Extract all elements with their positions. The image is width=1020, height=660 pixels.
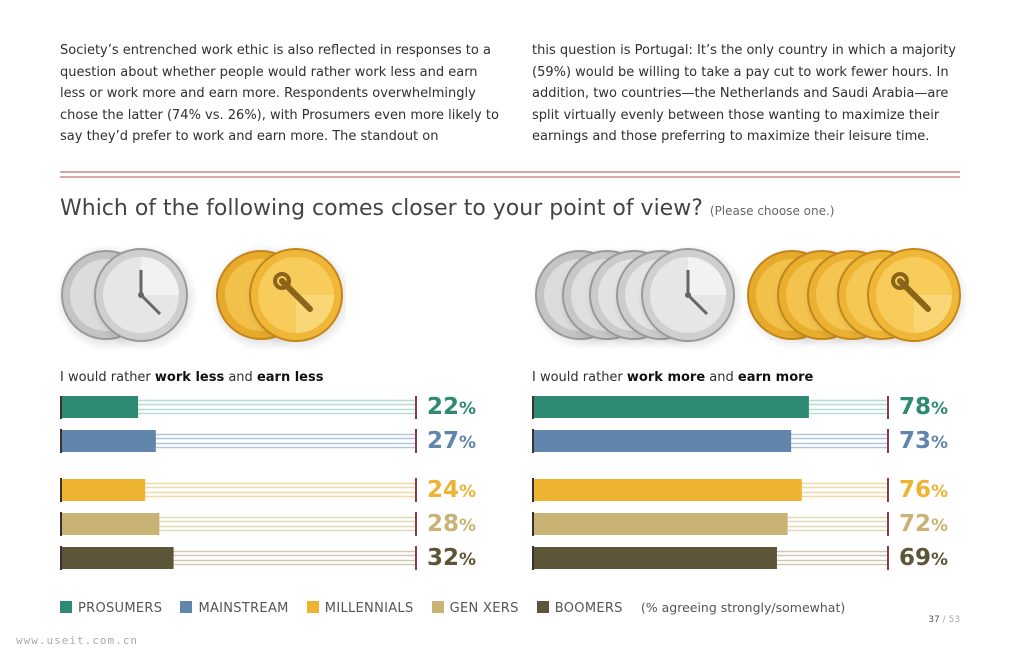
- bar-prosumers: [60, 396, 139, 418]
- divider-rule: [60, 176, 960, 178]
- bar-boomers: [532, 547, 777, 569]
- bar-start-cap: [60, 546, 62, 570]
- bar-gen-xers: [60, 513, 160, 535]
- bar-start-cap: [532, 478, 534, 502]
- bar-millennials: [60, 479, 146, 501]
- clock-coin-icon: [90, 244, 198, 350]
- value-number: 76: [899, 477, 932, 503]
- legend-item-millennials: MILLENNIALS: [306, 601, 414, 616]
- value-unit: %: [459, 550, 477, 570]
- watermark: www.useit.com.cn: [16, 634, 138, 647]
- bar-end-marker: [415, 546, 417, 570]
- intro-text-left: Society’s entrenched work ethic is also …: [60, 43, 499, 144]
- bar-end-marker: [415, 478, 417, 502]
- value-unit: %: [459, 399, 477, 419]
- clock-coins-and-wrench-coins-icon: [55, 244, 346, 350]
- value-number: 69: [899, 545, 932, 571]
- value-number: 22: [427, 394, 460, 420]
- value-number: 73: [899, 428, 932, 454]
- bar-end-marker: [887, 396, 889, 419]
- value-label-prosumers: 78%: [899, 394, 948, 422]
- question-main: Which of the following comes closer to y…: [60, 196, 703, 221]
- legend: PROSUMERS MAINSTREAM MILLENNIALS GEN XER…: [60, 600, 845, 616]
- value-label-millennials: 24%: [427, 477, 476, 505]
- clock-coins-and-wrench-coins-icon: [531, 244, 967, 350]
- legend-item-prosumers: PROSUMERS: [60, 601, 162, 616]
- value-number: 24: [427, 477, 460, 503]
- bar-chart-svg: [532, 396, 889, 570]
- bar-end-marker: [887, 429, 889, 453]
- page-number: 37 / 53: [928, 615, 960, 625]
- right-chart-label: I would rather work more and earn more: [532, 370, 814, 385]
- question-sub: (Please choose one.): [709, 204, 835, 218]
- bar-start-cap: [532, 546, 534, 570]
- legend-swatch: [431, 601, 444, 613]
- value-label-boomers: 32%: [427, 545, 476, 573]
- legend-item-boomers: BOOMERS: [536, 601, 623, 616]
- value-label-prosumers: 22%: [427, 394, 476, 422]
- bar-start-cap: [60, 396, 62, 419]
- bar-chart-svg: [60, 396, 417, 570]
- bar-millennials: [532, 479, 802, 501]
- value-unit: %: [931, 399, 949, 419]
- question-heading: Which of the following comes closer to y…: [60, 196, 835, 221]
- bar-start-cap: [532, 512, 534, 536]
- bar-mainstream: [60, 430, 156, 452]
- value-unit: %: [459, 516, 477, 536]
- value-label-mainstream: 27%: [427, 428, 476, 456]
- left-chart-label: I would rather work less and earn less: [60, 370, 324, 385]
- bar-start-cap: [532, 396, 534, 419]
- legend-swatch: [306, 601, 319, 613]
- bar-end-marker: [887, 512, 889, 536]
- value-number: 78: [899, 394, 932, 420]
- value-unit: %: [459, 482, 477, 502]
- legend-swatch: [180, 601, 193, 613]
- bar-mainstream: [532, 430, 792, 452]
- legend-note: (% agreeing strongly/somewhat): [640, 600, 846, 615]
- intro-text-right: this question is Portugal: It’s the only…: [532, 43, 956, 144]
- legend-swatch: [60, 601, 72, 613]
- work-more-bar-chart: 78% 73% 76% 72% 69%: [532, 394, 952, 581]
- value-number: 32: [427, 545, 460, 571]
- value-unit: %: [931, 516, 949, 536]
- bar-end-marker: [415, 396, 417, 419]
- legend-swatch: [536, 601, 549, 613]
- divider-rule: [60, 171, 960, 173]
- value-unit: %: [931, 482, 949, 502]
- value-unit: %: [931, 550, 949, 570]
- bar-end-marker: [887, 546, 889, 570]
- clock-coin-icon: [637, 244, 745, 350]
- bar-gen-xers: [532, 513, 788, 535]
- value-number: 72: [899, 511, 932, 537]
- value-label-mainstream: 73%: [899, 428, 948, 456]
- value-unit: %: [931, 433, 949, 453]
- bar-start-cap: [60, 429, 62, 453]
- wrench-coin-icon: [245, 244, 346, 350]
- bar-start-cap: [532, 429, 534, 453]
- value-label-boomers: 69%: [899, 545, 948, 573]
- bar-end-marker: [887, 478, 889, 502]
- bar-end-marker: [415, 429, 417, 453]
- bar-end-marker: [415, 512, 417, 536]
- bar-start-cap: [60, 478, 62, 502]
- value-number: 28: [427, 511, 460, 537]
- legend-item-gen-xers: GEN XERS: [431, 601, 519, 616]
- work-less-bar-chart: 22% 27% 24% 28% 32%: [60, 394, 480, 581]
- value-unit: %: [459, 433, 477, 453]
- value-label-gen-xers: 72%: [899, 511, 948, 539]
- bar-prosumers: [532, 396, 809, 418]
- wrench-coin-icon: [865, 246, 967, 350]
- bar-boomers: [60, 547, 174, 569]
- legend-item-mainstream: MAINSTREAM: [180, 601, 288, 616]
- value-label-millennials: 76%: [899, 477, 948, 505]
- bar-start-cap: [60, 512, 62, 536]
- value-number: 27: [427, 428, 460, 454]
- value-label-gen-xers: 28%: [427, 511, 476, 539]
